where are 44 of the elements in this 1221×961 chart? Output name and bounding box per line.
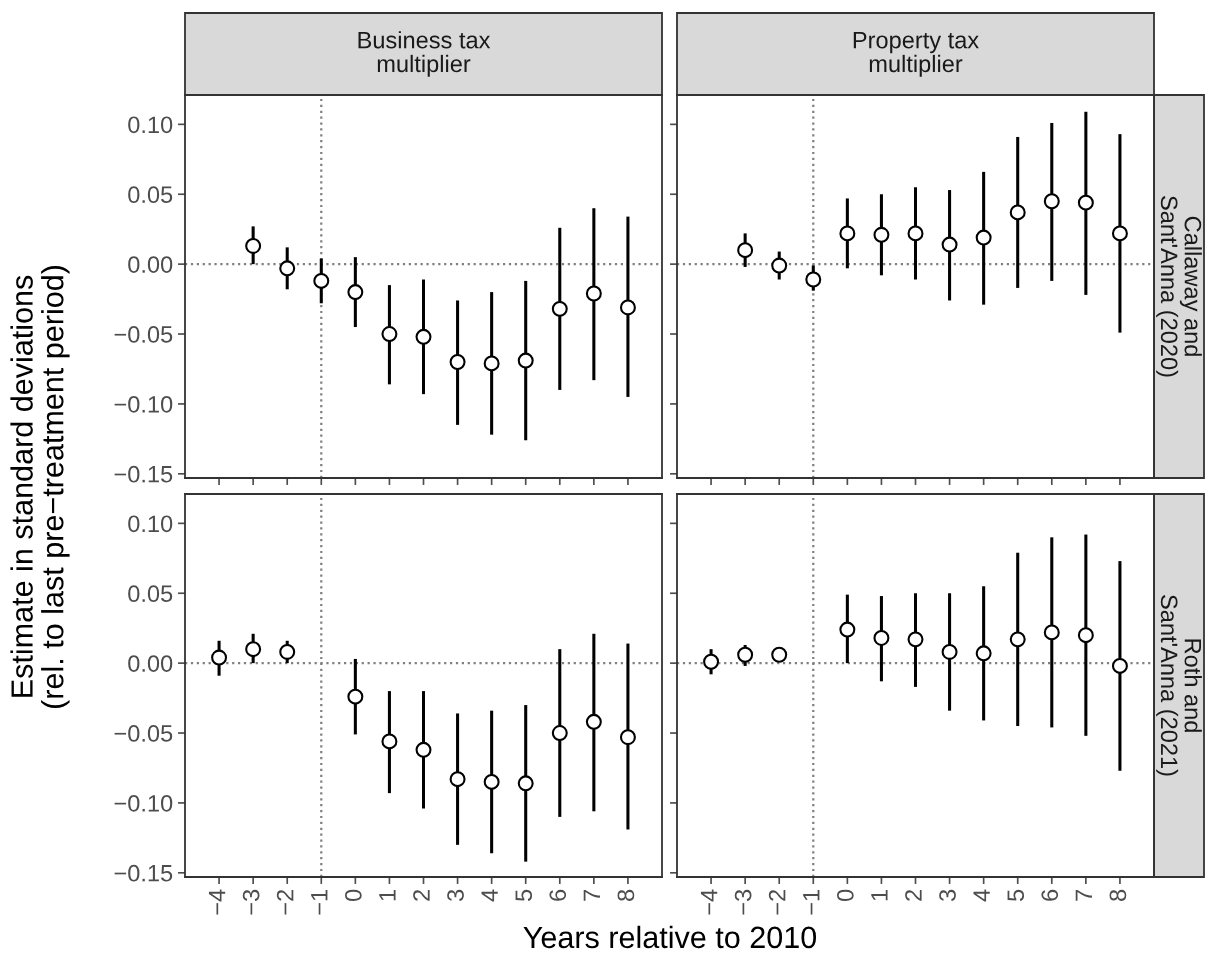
y-tick-label: 0.00: [128, 655, 173, 672]
x-tick-label: 2: [905, 889, 922, 901]
x-tick-label: 4: [973, 889, 990, 902]
x-tick-label: 6: [549, 889, 567, 901]
y-tick-label: 0.05: [128, 585, 173, 603]
x-tick-label: 7: [1075, 889, 1092, 901]
x-tick-label: 2: [413, 889, 430, 901]
x-tick-label: 4: [481, 889, 498, 902]
x-tick-label: 5: [1007, 889, 1025, 901]
x-tick-label: 3: [447, 889, 464, 902]
x-tick-label: −3: [242, 889, 260, 915]
x-tick-label: 5: [515, 889, 533, 901]
x-tick-label: 6: [1041, 889, 1059, 901]
y-tick-label: −0.15: [114, 465, 173, 483]
x-tick-label: −3: [734, 889, 752, 915]
x-tick-label: −4: [700, 889, 718, 915]
x-tick-label: −2: [768, 889, 786, 915]
x-tick-label: 8: [617, 889, 635, 901]
x-tick-label: −2: [276, 889, 294, 915]
x-tick-label: −1: [803, 889, 820, 915]
y-tick-label: −0.10: [114, 794, 173, 812]
text: Roth and Sant'Anna (2021): [1156, 595, 1202, 776]
y-axis-title: Estimate in standard deviations (rel. to last pre−treatment period): [10, 265, 70, 708]
y-tick-label: −0.10: [114, 395, 173, 413]
chart-title: Property tax multiplier: [853, 32, 979, 77]
x-tick-label: −1: [311, 889, 328, 915]
x-tick-label: −4: [208, 889, 226, 915]
y-tick-label: 0.05: [128, 186, 173, 204]
x-tick-label: 1: [379, 889, 396, 901]
x-tick-label: 0: [836, 889, 854, 902]
x-tick-label: 1: [871, 889, 888, 901]
x-tick-label: 3: [939, 889, 956, 902]
x-tick-label: 0: [344, 889, 362, 902]
chart-title: Business tax multiplier: [358, 31, 491, 77]
y-tick-label: 0.10: [128, 515, 173, 533]
x-tick-label: 8: [1109, 889, 1127, 901]
y-tick-label: −0.15: [114, 864, 173, 882]
y-tick-label: 0.10: [128, 116, 173, 134]
y-tick-label: 0.00: [128, 256, 173, 273]
x-tick-label: 7: [583, 889, 600, 901]
text: Callaway and Sant'Anna (2020): [1156, 196, 1202, 377]
x-axis-title: Years relative to 2010: [523, 925, 817, 949]
y-tick-label: −0.05: [114, 326, 173, 343]
y-tick-label: −0.05: [114, 725, 173, 742]
